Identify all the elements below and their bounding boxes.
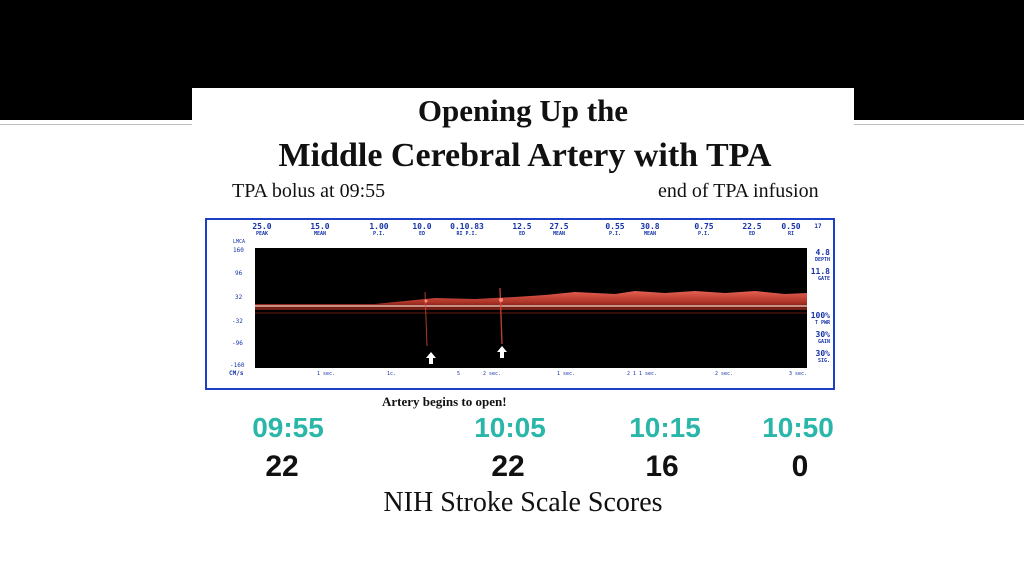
doppler-x-tick: 1c. [387, 371, 397, 377]
doppler-vessel-label: LMCA [233, 239, 246, 245]
doppler-param-pi: 1.00 P.I. [369, 222, 389, 238]
slide-title-panel [192, 88, 854, 128]
doppler-param-mean-2: 27.5 MEAN [549, 222, 569, 238]
doppler-depth: 4.8 DEPTH [814, 248, 830, 264]
tpa-bolus-label: TPA bolus at 09:55 [232, 180, 386, 202]
doppler-param-ri: 0.50 RI [781, 222, 801, 238]
doppler-param-ed-3: 22.5 ED [742, 222, 762, 238]
timeline-time: 09:55 [252, 412, 324, 443]
doppler-x-tick: 1 sec. [639, 371, 658, 377]
slide-title-line2: Middle Cerebral Artery with TPA [278, 137, 772, 174]
doppler-x-tick: 3 sec. [789, 371, 808, 377]
doppler-x-tick: 5 [457, 371, 461, 377]
nih-score: 0 [791, 450, 809, 483]
timeline-time: 10:15 [629, 412, 701, 443]
doppler-param-peak: 25.0 PEAK [252, 222, 272, 238]
doppler-x-tick: 2 sec. [715, 371, 734, 377]
nih-score: 22 [491, 450, 525, 483]
doppler-y-tick: -32 [232, 318, 243, 325]
doppler-y-unit: CM/s [229, 370, 244, 377]
doppler-param-mean: 15.0 MEAN [310, 222, 330, 238]
doppler-param-mean-3: 30.8 MEAN [640, 222, 660, 238]
doppler-signal: 30% SIG. [815, 349, 830, 365]
doppler-param-ri-pi: 0.10.83 RI P.I. [450, 222, 484, 238]
doppler-x-tick: 2 sec. [483, 371, 502, 377]
doppler-param-pi-2: 0.55 P.I. [605, 222, 625, 238]
doppler-param-ed: 10.0 ED [412, 222, 432, 238]
doppler-x-tick: 1 sec. [317, 371, 336, 377]
doppler-corner-number: 17 [814, 223, 822, 230]
artery-opens-caption: Artery begins to open! [382, 394, 507, 409]
doppler-gain: 30% GAIN [815, 330, 830, 346]
doppler-y-tick: 32 [235, 294, 243, 301]
nih-score: 16 [645, 450, 679, 483]
tpa-infusion-end-label: end of TPA infusion [658, 180, 819, 202]
doppler-param-ed-2: 12.5 ED [512, 222, 532, 238]
doppler-gate: 11.8 GATE [810, 267, 830, 283]
doppler-spectrum-graphic [255, 287, 807, 364]
nih-score: 22 [265, 450, 299, 483]
doppler-monitor-panel: 25.0 PEAK 15.0 MEAN 1.00 P.I. 10.0 ED 0.10.8… [205, 218, 835, 390]
timeline-time: 10:05 [474, 412, 546, 443]
doppler-y-tick: -96 [232, 340, 243, 347]
doppler-x-tick: 1 sec. [557, 371, 576, 377]
doppler-param-pi-3: 0.75 P.I. [694, 222, 714, 238]
doppler-y-tick: -160 [230, 362, 245, 369]
nih-scale-footer: NIH Stroke Scale Scores [383, 487, 663, 518]
doppler-transmit-power: 100% T PWR [810, 311, 830, 327]
doppler-spectrum [255, 248, 807, 368]
doppler-y-tick: 96 [235, 270, 243, 277]
timeline-time: 10:50 [762, 412, 834, 443]
doppler-y-tick: 160 [233, 247, 244, 254]
doppler-x-tick: 2 1 [627, 371, 637, 377]
slide-title-line1: Opening Up the [417, 93, 629, 128]
